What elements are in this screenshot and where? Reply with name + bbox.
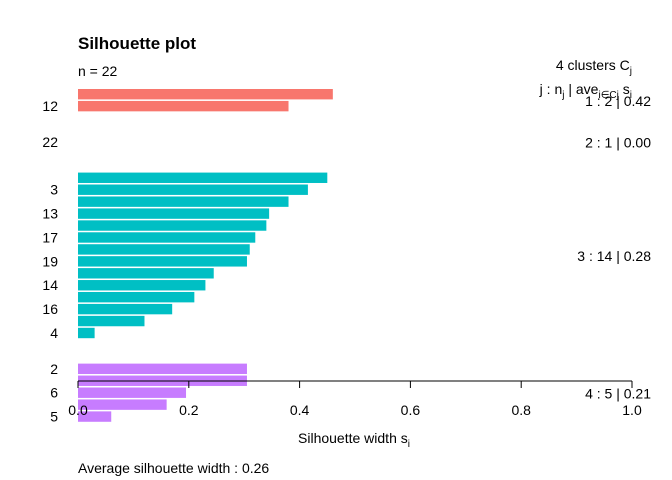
bar-cluster-1-0	[78, 89, 333, 100]
cluster-summary-2: 2 : 1 | 0.00	[585, 135, 651, 151]
bar-cluster-3-4	[78, 220, 267, 231]
bar-cluster-3-3	[78, 208, 270, 219]
bar-cluster-4-4	[78, 411, 112, 422]
bar-label-5: 5	[50, 409, 58, 425]
bar-cluster-3-8	[78, 268, 214, 279]
x-axis: 0.0 0.2 0.4 0.6 0.8 1.0	[68, 380, 642, 418]
x-tick-label-1: 0.2	[179, 402, 199, 418]
bar-cluster-4-0	[78, 363, 247, 375]
bar-label-4: 4	[50, 325, 58, 341]
chart-subtitle: n = 22	[78, 63, 118, 79]
chart-title: Silhouette plot	[78, 34, 196, 53]
bar-label-3: 3	[50, 182, 58, 198]
bar-label-6: 6	[50, 385, 58, 401]
cluster-summary-4: 4 : 5 | 0.21	[585, 385, 651, 401]
average-silhouette-width: Average silhouette width : 0.26	[78, 460, 269, 476]
bar-label-14: 14	[42, 277, 58, 293]
bar-cluster-3-2	[78, 196, 289, 207]
x-axis-label: Silhouette width si	[298, 430, 410, 450]
x-tick-label-3: 0.6	[401, 402, 421, 418]
bar-cluster-4-3	[78, 399, 167, 410]
x-tick-label-0: 0.0	[68, 402, 88, 418]
x-tick-label-4: 0.8	[511, 402, 531, 418]
x-tick-label-5: 1.0	[622, 402, 642, 418]
bars-group	[78, 89, 333, 422]
bar-cluster-3-9	[78, 280, 206, 291]
bar-label-2: 2	[50, 361, 58, 377]
bar-label-19: 19	[42, 253, 58, 269]
bar-cluster-3-1	[78, 184, 308, 195]
bar-label-17: 17	[42, 229, 58, 245]
bar-label-12: 12	[42, 98, 58, 114]
cluster-summary-3: 3 : 14 | 0.28	[577, 248, 651, 264]
bar-label-22: 22	[42, 134, 58, 150]
cluster-summary-1: 1 : 2 | 0.42	[585, 93, 651, 109]
bar-label-16: 16	[42, 301, 58, 317]
bar-cluster-3-5	[78, 232, 256, 243]
bar-label-13: 13	[42, 206, 58, 222]
bar-cluster-4-2	[78, 387, 187, 398]
bar-cluster-3-7	[78, 256, 247, 267]
x-tick-label-2: 0.4	[290, 402, 310, 418]
bar-cluster-3-11	[78, 303, 173, 315]
bar-labels-group: 12 22 3 13 17 19 14 16 4 2 6 5	[42, 98, 58, 424]
bar-cluster-3-10	[78, 291, 195, 303]
bar-cluster-3-6	[78, 244, 250, 255]
bar-cluster-3-0	[78, 172, 328, 183]
bar-cluster-3-13	[78, 327, 95, 339]
bar-cluster-3-12	[78, 315, 145, 327]
legend-header-line2: j : nj | avei∈Cj si	[539, 81, 632, 101]
cluster-summaries-group: 1 : 2 | 0.42 2 : 1 | 0.00 3 : 14 | 0.28 4 :…	[577, 93, 651, 402]
bar-cluster-1-1	[78, 100, 289, 112]
legend-header-line1: 4 clusters Cj	[556, 57, 632, 77]
